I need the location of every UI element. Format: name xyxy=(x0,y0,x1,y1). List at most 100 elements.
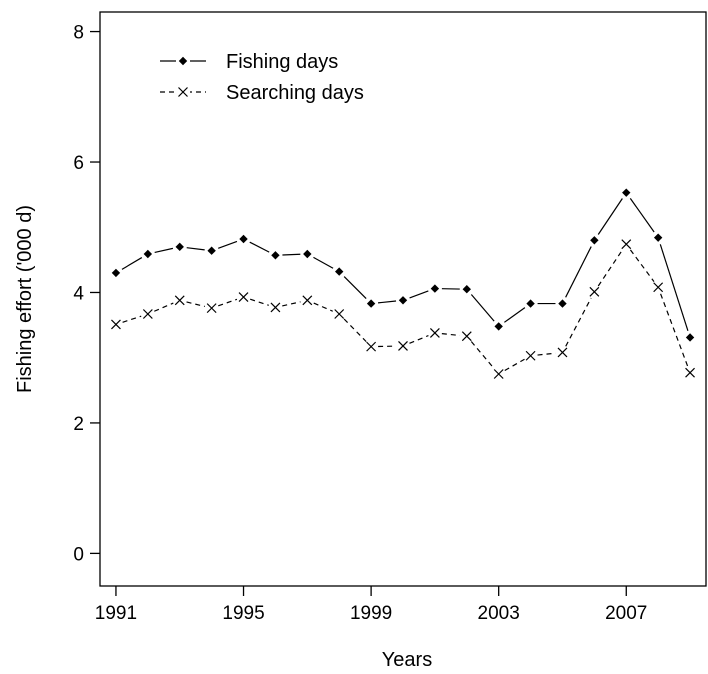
series-line-segment xyxy=(565,246,592,298)
data-point xyxy=(685,367,695,378)
data-point xyxy=(621,239,632,250)
series-line-segment xyxy=(470,341,495,370)
series-searching-days xyxy=(111,239,695,379)
cross-stroke xyxy=(238,292,249,302)
x-tick-label: 1999 xyxy=(350,603,392,624)
cross-stroke xyxy=(302,295,313,306)
data-point xyxy=(366,341,377,352)
series-line-segment xyxy=(537,352,556,356)
data-point xyxy=(461,331,472,342)
series-line-segment xyxy=(659,244,689,331)
series-line-segment xyxy=(218,298,238,307)
data-point xyxy=(238,292,249,302)
axes: 1991 1995 1999 2003 2007 0 2 4 6 8 xyxy=(73,23,647,624)
series-line-segment xyxy=(186,301,205,308)
series-line-segment xyxy=(343,318,367,343)
cross-stroke xyxy=(334,309,345,319)
series-line-segment xyxy=(343,276,367,300)
data-point xyxy=(493,369,504,379)
data-point xyxy=(685,333,695,342)
cross-stroke xyxy=(398,341,408,351)
data-point xyxy=(653,233,663,242)
data-point xyxy=(429,327,440,338)
cross-stroke xyxy=(621,239,632,250)
data-point xyxy=(590,236,599,245)
series-line-segment xyxy=(378,300,397,304)
data-point xyxy=(270,302,281,313)
y-tick-label: 8 xyxy=(73,23,84,44)
cross-stroke xyxy=(461,331,472,342)
series-line-segment xyxy=(597,198,623,235)
series-line-segment xyxy=(629,198,655,233)
data-point xyxy=(239,234,248,244)
cross-stroke xyxy=(493,369,504,379)
data-point xyxy=(653,282,664,293)
cross-stroke xyxy=(589,286,600,297)
data-point xyxy=(558,299,567,308)
data-point xyxy=(526,299,535,308)
data-point xyxy=(303,249,312,259)
series-line-segment xyxy=(217,240,238,249)
series-line-segment xyxy=(154,302,174,312)
data-point xyxy=(398,296,408,305)
data-point xyxy=(334,309,345,319)
series-line-segment xyxy=(629,249,655,282)
series-line-segment xyxy=(154,247,174,254)
series-line-segment xyxy=(441,333,460,337)
data-point xyxy=(525,350,536,361)
series-line-segment xyxy=(409,335,429,344)
cross-stroke xyxy=(142,309,153,319)
data-point xyxy=(398,341,408,351)
data-point xyxy=(174,295,185,306)
cross-stroke xyxy=(685,367,695,378)
legend-label: Searching days xyxy=(226,82,364,104)
legend-marker xyxy=(178,87,188,97)
legend-marker xyxy=(178,56,188,66)
series-line-segment xyxy=(313,302,334,312)
data-point xyxy=(430,284,440,293)
x-axis-title: Years xyxy=(382,649,432,671)
cross-stroke xyxy=(366,341,377,352)
series-fishing-days xyxy=(111,188,695,342)
data-point xyxy=(271,251,280,260)
data-point xyxy=(589,286,600,297)
series-line-segment xyxy=(409,290,429,299)
y-tick-label: 6 xyxy=(73,153,84,174)
x-tick-label: 2003 xyxy=(478,603,520,624)
series-line-segment xyxy=(282,301,301,307)
data-point xyxy=(557,347,568,358)
data-point xyxy=(462,285,471,294)
y-tick-label: 4 xyxy=(73,283,84,304)
series-line-segment xyxy=(313,256,334,269)
series-line-segment xyxy=(504,358,525,372)
data-point xyxy=(494,322,503,331)
data-point xyxy=(111,268,121,278)
data-point xyxy=(366,299,376,308)
x-tick-label: 1991 xyxy=(95,603,137,624)
cross-stroke xyxy=(174,295,185,306)
series-line-segment xyxy=(660,293,689,367)
series-line-segment xyxy=(282,253,301,256)
legend-label: Fishing days xyxy=(226,51,338,73)
data-point xyxy=(206,303,217,314)
series-line-segment xyxy=(122,315,142,323)
x-tick-label: 1995 xyxy=(222,603,264,624)
series-line-segment xyxy=(121,257,143,270)
x-tick-label: 2007 xyxy=(605,603,647,624)
data-point xyxy=(302,295,313,306)
cross-stroke xyxy=(557,347,568,358)
series-line-segment xyxy=(249,241,270,253)
legend-entry: Fishing days xyxy=(160,51,338,73)
data-point xyxy=(622,188,631,197)
data-point xyxy=(175,242,184,252)
series-line-segment xyxy=(565,297,592,347)
series-line-segment xyxy=(597,249,623,287)
cross-stroke xyxy=(429,327,440,338)
data-point xyxy=(335,267,344,276)
cross-stroke xyxy=(270,302,281,313)
cross-stroke xyxy=(653,282,664,293)
series-line-segment xyxy=(504,307,526,323)
series-line-segment xyxy=(249,298,269,306)
y-tick-label: 0 xyxy=(73,544,84,565)
